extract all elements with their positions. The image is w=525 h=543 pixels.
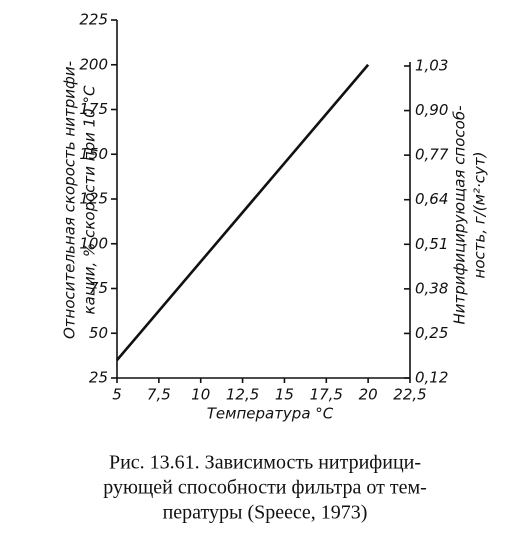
y-tick-label: 75 xyxy=(89,279,108,297)
y2-tick-label: 0,90 xyxy=(415,101,448,119)
y2-axis-label: ность, г/(м²·сут) xyxy=(471,152,489,279)
x-axis-label: Температура °С xyxy=(207,405,334,423)
x-tick-label: 5 xyxy=(112,386,122,404)
y-tick-label: 125 xyxy=(79,190,108,208)
y2-tick-label: 0,38 xyxy=(415,279,448,297)
y2-tick-label: 0,12 xyxy=(415,369,448,387)
caption: Рис. 13.61. Зависимость нитрифици- xyxy=(109,452,421,474)
y2-tick-label: 1,03 xyxy=(415,57,448,75)
caption: рующей способности фильтра от тем- xyxy=(103,477,427,499)
x-tick-label: 12,5 xyxy=(226,386,259,404)
y2-tick-label: 0,25 xyxy=(415,324,448,342)
y2-axis-label: Нитрифицирующая способ- xyxy=(451,105,469,324)
y-tick-label: 175 xyxy=(79,100,108,118)
y-tick-label: 200 xyxy=(79,55,108,73)
x-tick-label: 15 xyxy=(275,386,294,404)
y-axis-label: кации, % скорости при 10 °С xyxy=(81,85,99,314)
line xyxy=(116,63,370,361)
x-tick-label: 20 xyxy=(359,386,378,404)
y2-tick-label: 0,77 xyxy=(415,146,449,164)
y-tick-label: 100 xyxy=(79,234,108,252)
x-tick-label: 22,5 xyxy=(393,386,426,404)
y2-tick-label: 0,51 xyxy=(415,235,448,253)
y-axis-label: Относительная скорость нитрифи- xyxy=(61,61,79,339)
y-tick-label: 225 xyxy=(79,11,108,29)
y2-tick-label: 0,64 xyxy=(415,190,448,208)
x-tick-label: 10 xyxy=(191,386,210,404)
y-tick-label: 50 xyxy=(89,324,108,342)
y-tick-label: 150 xyxy=(79,145,108,163)
y-tick-label: 25 xyxy=(89,369,108,387)
x-tick-label: 17,5 xyxy=(310,386,343,404)
x-tick-label: 7,5 xyxy=(147,386,171,404)
caption: пературы (Speece, 1973) xyxy=(163,502,368,524)
